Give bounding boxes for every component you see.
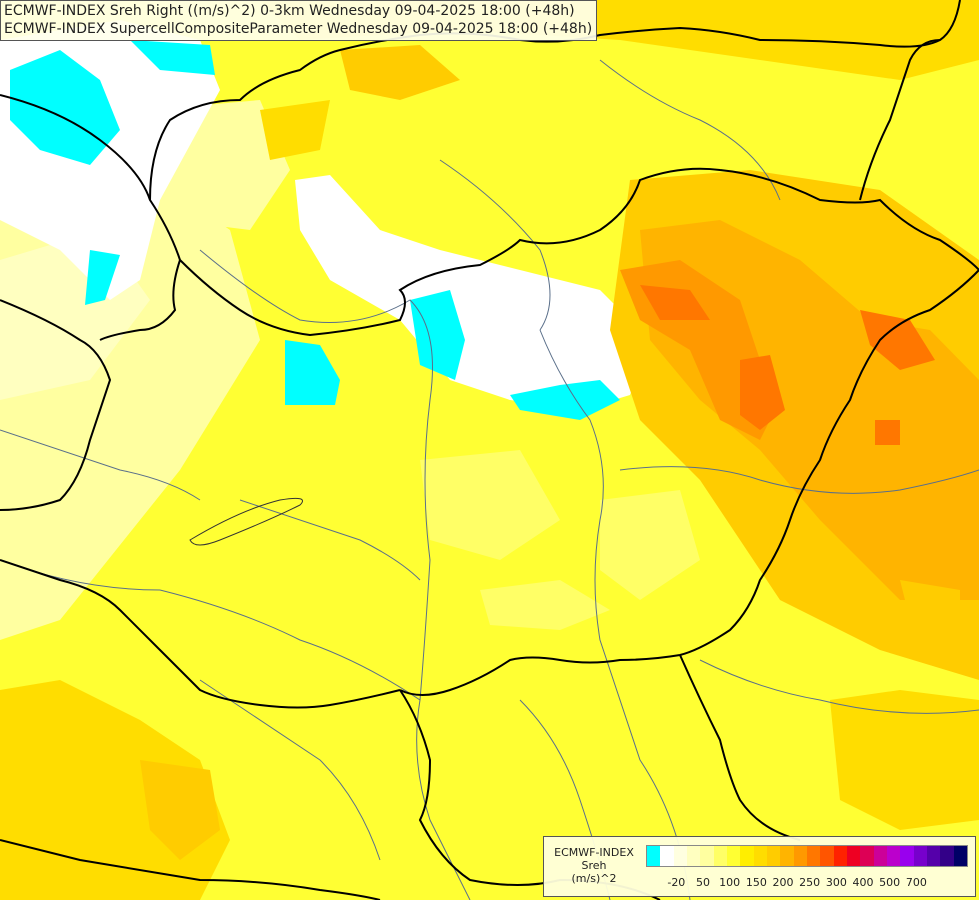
legend-tick-label: 150 xyxy=(745,876,767,889)
legend-swatch xyxy=(753,846,767,866)
legend-swatch xyxy=(673,846,687,866)
map-title-line-2: ECMWF-INDEX SupercellCompositeParameter … xyxy=(4,21,593,37)
map-title-box: ECMWF-INDEX Sreh Right ((m/s)^2) 0-3km W… xyxy=(0,0,598,41)
legend-swatch xyxy=(686,846,701,866)
cyan-field-sw xyxy=(285,340,340,405)
legend-line-2: Sreh xyxy=(581,859,607,872)
legend-tick-label: 50 xyxy=(696,876,710,889)
orange-core-3 xyxy=(860,310,935,370)
legend-label: ECMWF-INDEX Sreh (m/s)^2 xyxy=(548,846,640,885)
map-title-line-1: ECMWF-INDEX Sreh Right ((m/s)^2) 0-3km W… xyxy=(4,3,575,19)
legend-tick-label: 100 xyxy=(719,876,741,889)
orange-blob-sw xyxy=(140,760,220,860)
orange-core-4 xyxy=(875,420,900,445)
cyan-field-s xyxy=(510,380,620,420)
legend-swatch xyxy=(913,846,927,866)
orange-blob-north xyxy=(340,45,460,100)
legend-ticks: -20 50 100 150 200 250 300 400 500 700 xyxy=(646,876,968,890)
legend-swatch xyxy=(660,846,674,866)
pale-blob-center xyxy=(480,580,610,630)
orange-core-2 xyxy=(740,355,785,430)
legend-tick-label: 400 xyxy=(852,876,874,889)
orange-blob-se xyxy=(900,580,960,620)
pale-blob-center2 xyxy=(420,450,560,560)
cyan-field-nw xyxy=(10,50,120,165)
color-legend: ECMWF-INDEX Sreh (m/s)^2 -20 50 100 150 200 2… xyxy=(543,836,976,897)
legend-tick-label: 250 xyxy=(799,876,821,889)
legend-swatch xyxy=(846,846,861,866)
orange-core-hot xyxy=(640,285,710,320)
legend-swatch xyxy=(886,846,901,866)
legend-swatch xyxy=(793,846,807,866)
pale-blob-east xyxy=(600,490,700,600)
legend-swatch xyxy=(833,846,847,866)
legend-swatch xyxy=(926,846,941,866)
legend-swatch xyxy=(900,846,914,866)
legend-tick-label: 500 xyxy=(879,876,901,889)
legend-tick-label: 300 xyxy=(825,876,847,889)
legend-line-1: ECMWF-INDEX xyxy=(554,846,634,859)
legend-swatch xyxy=(740,846,754,866)
lake-outline xyxy=(189,497,303,546)
legend-swatch xyxy=(806,846,821,866)
cyan-field-n xyxy=(130,40,215,75)
rivers xyxy=(0,59,979,900)
legend-swatch xyxy=(940,846,954,866)
legend-swatch xyxy=(700,846,714,866)
legend-tick-label: 700 xyxy=(905,876,927,889)
legend-swatch xyxy=(726,846,741,866)
orange-field-se xyxy=(830,690,979,830)
legend-swatch xyxy=(953,846,967,866)
cyan-field-w xyxy=(85,250,120,305)
legend-tick-label: 200 xyxy=(772,876,794,889)
legend-swatch xyxy=(647,846,661,866)
legend-swatch xyxy=(713,846,727,866)
white-field-center xyxy=(295,175,650,410)
orange-blob-nw xyxy=(260,100,330,160)
legend-swatch xyxy=(860,846,874,866)
legend-swatch xyxy=(766,846,781,866)
legend-swatch xyxy=(780,846,794,866)
cyan-field-center xyxy=(410,290,465,380)
legend-tick-label: -20 xyxy=(667,876,686,889)
legend-swatch xyxy=(820,846,834,866)
legend-line-3: (m/s)^2 xyxy=(571,872,617,885)
legend-swatches xyxy=(646,845,968,867)
legend-swatch xyxy=(873,846,887,866)
